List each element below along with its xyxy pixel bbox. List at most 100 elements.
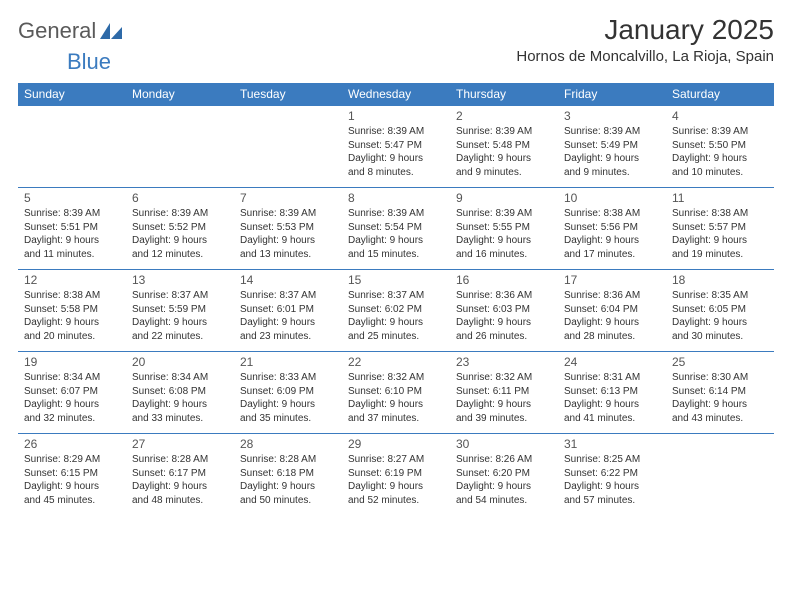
calendar-day-cell: 11Sunrise: 8:38 AMSunset: 5:57 PMDayligh… [666, 188, 774, 270]
sunset-line: Sunset: 6:15 PM [24, 467, 120, 481]
sunset-line: Sunset: 6:19 PM [348, 467, 444, 481]
sunset-line: Sunset: 5:50 PM [672, 139, 768, 153]
calendar-day-cell: 28Sunrise: 8:28 AMSunset: 6:18 PMDayligh… [234, 434, 342, 516]
daylight-line-2: and 41 minutes. [564, 412, 660, 426]
daylight-line-1: Daylight: 9 hours [564, 398, 660, 412]
calendar-day-cell: 2Sunrise: 8:39 AMSunset: 5:48 PMDaylight… [450, 106, 558, 188]
daylight-line-1: Daylight: 9 hours [24, 398, 120, 412]
daylight-line-1: Daylight: 9 hours [672, 316, 768, 330]
sunrise-line: Sunrise: 8:39 AM [348, 125, 444, 139]
day-number: 14 [240, 272, 336, 288]
daylight-line-2: and 15 minutes. [348, 248, 444, 262]
calendar-day-cell: 20Sunrise: 8:34 AMSunset: 6:08 PMDayligh… [126, 352, 234, 434]
sunrise-line: Sunrise: 8:39 AM [132, 207, 228, 221]
day-header: Thursday [450, 83, 558, 106]
daylight-line-2: and 19 minutes. [672, 248, 768, 262]
day-number: 28 [240, 436, 336, 452]
daylight-line-1: Daylight: 9 hours [456, 316, 552, 330]
daylight-line-2: and 26 minutes. [456, 330, 552, 344]
sunrise-line: Sunrise: 8:39 AM [348, 207, 444, 221]
sunrise-line: Sunrise: 8:38 AM [24, 289, 120, 303]
sunset-line: Sunset: 5:55 PM [456, 221, 552, 235]
sunset-line: Sunset: 6:07 PM [24, 385, 120, 399]
daylight-line-2: and 22 minutes. [132, 330, 228, 344]
daylight-line-1: Daylight: 9 hours [348, 316, 444, 330]
day-number: 5 [24, 190, 120, 206]
daylight-line-1: Daylight: 9 hours [564, 316, 660, 330]
day-number: 17 [564, 272, 660, 288]
day-number: 11 [672, 190, 768, 206]
sunset-line: Sunset: 5:57 PM [672, 221, 768, 235]
daylight-line-1: Daylight: 9 hours [564, 234, 660, 248]
sunset-line: Sunset: 6:04 PM [564, 303, 660, 317]
day-header: Tuesday [234, 83, 342, 106]
calendar-body: 1Sunrise: 8:39 AMSunset: 5:47 PMDaylight… [18, 106, 774, 516]
daylight-line-2: and 20 minutes. [24, 330, 120, 344]
title-block: January 2025 Hornos de Moncalvillo, La R… [516, 14, 774, 65]
sunrise-line: Sunrise: 8:39 AM [24, 207, 120, 221]
daylight-line-1: Daylight: 9 hours [240, 316, 336, 330]
calendar-week-row: 12Sunrise: 8:38 AMSunset: 5:58 PMDayligh… [18, 270, 774, 352]
day-number: 9 [456, 190, 552, 206]
daylight-line-2: and 23 minutes. [240, 330, 336, 344]
sunrise-line: Sunrise: 8:36 AM [456, 289, 552, 303]
daylight-line-2: and 10 minutes. [672, 166, 768, 180]
sunrise-line: Sunrise: 8:34 AM [132, 371, 228, 385]
sunset-line: Sunset: 6:22 PM [564, 467, 660, 481]
daylight-line-1: Daylight: 9 hours [672, 234, 768, 248]
calendar-day-cell: 1Sunrise: 8:39 AMSunset: 5:47 PMDaylight… [342, 106, 450, 188]
daylight-line-1: Daylight: 9 hours [348, 152, 444, 166]
daylight-line-1: Daylight: 9 hours [132, 316, 228, 330]
day-number: 25 [672, 354, 768, 370]
daylight-line-1: Daylight: 9 hours [24, 480, 120, 494]
day-number: 20 [132, 354, 228, 370]
sunrise-line: Sunrise: 8:38 AM [564, 207, 660, 221]
calendar-day-cell: 29Sunrise: 8:27 AMSunset: 6:19 PMDayligh… [342, 434, 450, 516]
daylight-line-1: Daylight: 9 hours [240, 234, 336, 248]
calendar-day-cell: 13Sunrise: 8:37 AMSunset: 5:59 PMDayligh… [126, 270, 234, 352]
sunset-line: Sunset: 6:14 PM [672, 385, 768, 399]
day-number: 24 [564, 354, 660, 370]
day-number: 23 [456, 354, 552, 370]
logo-sail-icon [100, 23, 122, 39]
day-number: 22 [348, 354, 444, 370]
calendar-day-cell: 3Sunrise: 8:39 AMSunset: 5:49 PMDaylight… [558, 106, 666, 188]
sunset-line: Sunset: 5:56 PM [564, 221, 660, 235]
daylight-line-1: Daylight: 9 hours [456, 152, 552, 166]
sunrise-line: Sunrise: 8:34 AM [24, 371, 120, 385]
daylight-line-2: and 28 minutes. [564, 330, 660, 344]
day-number: 7 [240, 190, 336, 206]
sunrise-line: Sunrise: 8:28 AM [240, 453, 336, 467]
day-number: 21 [240, 354, 336, 370]
calendar-day-cell: 25Sunrise: 8:30 AMSunset: 6:14 PMDayligh… [666, 352, 774, 434]
sunrise-line: Sunrise: 8:28 AM [132, 453, 228, 467]
daylight-line-1: Daylight: 9 hours [456, 234, 552, 248]
calendar-day-cell: 21Sunrise: 8:33 AMSunset: 6:09 PMDayligh… [234, 352, 342, 434]
sunrise-line: Sunrise: 8:39 AM [672, 125, 768, 139]
day-header: Monday [126, 83, 234, 106]
daylight-line-1: Daylight: 9 hours [348, 234, 444, 248]
calendar-day-cell: 16Sunrise: 8:36 AMSunset: 6:03 PMDayligh… [450, 270, 558, 352]
daylight-line-1: Daylight: 9 hours [132, 234, 228, 248]
sunrise-line: Sunrise: 8:35 AM [672, 289, 768, 303]
sunrise-line: Sunrise: 8:37 AM [348, 289, 444, 303]
calendar-day-cell: 24Sunrise: 8:31 AMSunset: 6:13 PMDayligh… [558, 352, 666, 434]
calendar-day-cell [126, 106, 234, 188]
day-number: 27 [132, 436, 228, 452]
sunset-line: Sunset: 5:49 PM [564, 139, 660, 153]
day-number: 26 [24, 436, 120, 452]
daylight-line-2: and 52 minutes. [348, 494, 444, 508]
daylight-line-2: and 13 minutes. [240, 248, 336, 262]
day-number: 30 [456, 436, 552, 452]
day-number: 2 [456, 108, 552, 124]
sunset-line: Sunset: 5:58 PM [24, 303, 120, 317]
calendar-day-cell: 26Sunrise: 8:29 AMSunset: 6:15 PMDayligh… [18, 434, 126, 516]
calendar-day-cell [18, 106, 126, 188]
logo-word-2: Blue [67, 49, 111, 75]
sunrise-line: Sunrise: 8:30 AM [672, 371, 768, 385]
daylight-line-1: Daylight: 9 hours [240, 480, 336, 494]
sunset-line: Sunset: 6:05 PM [672, 303, 768, 317]
daylight-line-2: and 32 minutes. [24, 412, 120, 426]
calendar-header-row: SundayMondayTuesdayWednesdayThursdayFrid… [18, 83, 774, 106]
day-number: 1 [348, 108, 444, 124]
